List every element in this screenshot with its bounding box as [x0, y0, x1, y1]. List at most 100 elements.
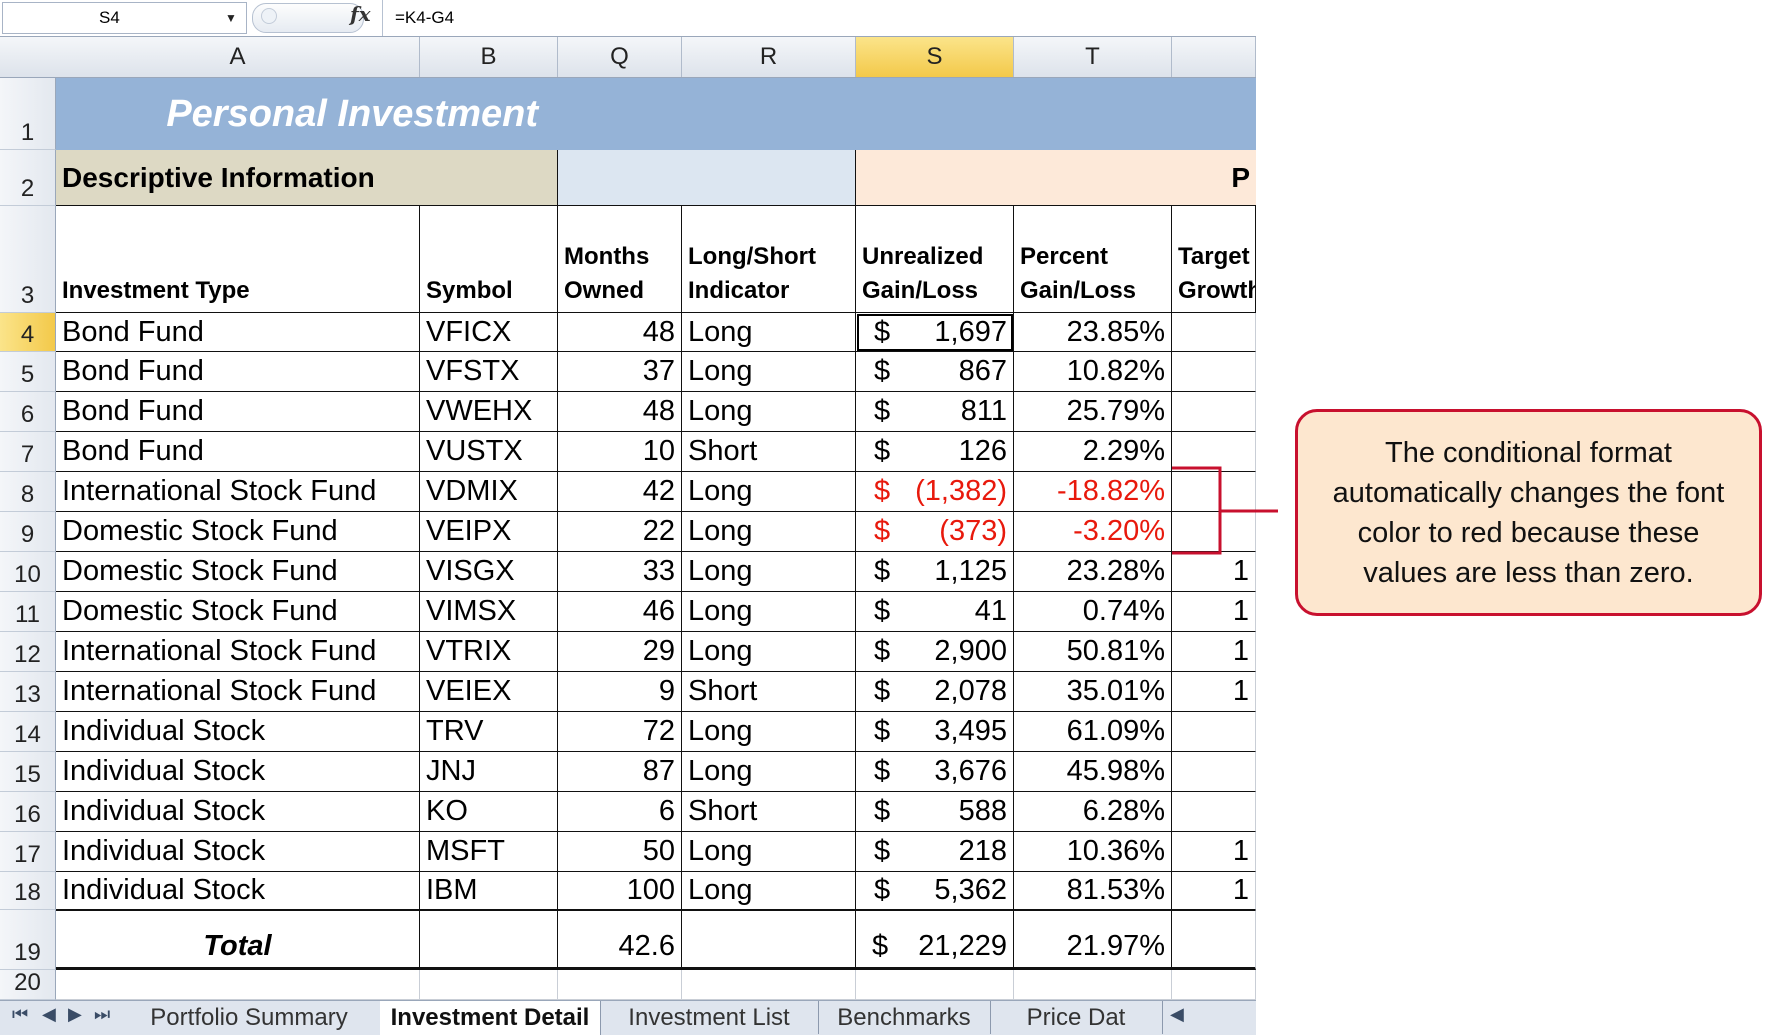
column-header-s[interactable]: S — [856, 37, 1014, 77]
row-header-4[interactable]: 4 — [0, 313, 56, 352]
cell-symbol[interactable]: VEIEX — [420, 672, 558, 712]
column-header-r[interactable]: R — [682, 37, 856, 77]
cell-target-growth[interactable] — [1172, 313, 1256, 352]
cell-months-owned[interactable]: 10 — [558, 432, 682, 472]
cell-target-growth[interactable] — [1172, 432, 1256, 472]
cell-percent-gain[interactable]: 2.29% — [1014, 432, 1172, 472]
cell-months-owned[interactable]: 48 — [558, 313, 682, 352]
cell-percent-gain[interactable]: -18.82% — [1014, 472, 1172, 512]
total-symbol[interactable] — [420, 910, 558, 970]
cell-symbol[interactable]: MSFT — [420, 832, 558, 872]
cell-months-owned[interactable]: 37 — [558, 352, 682, 392]
cell-symbol[interactable]: JNJ — [420, 752, 558, 792]
chevron-down-icon[interactable]: ▼ — [225, 11, 237, 25]
cell-investment-type[interactable]: Individual Stock — [56, 792, 420, 832]
cell-percent-gain[interactable]: -3.20% — [1014, 512, 1172, 552]
row-header-20[interactable]: 20 — [0, 969, 56, 1000]
cell-indicator[interactable]: Short — [682, 432, 856, 472]
column-header-u[interactable] — [1172, 37, 1256, 77]
row-header-14[interactable]: 14 — [0, 712, 56, 752]
cell-months-owned[interactable]: 50 — [558, 832, 682, 872]
total-indicator[interactable] — [682, 910, 856, 970]
formula-bar-resize-handle[interactable] — [252, 3, 364, 33]
cell-percent-gain[interactable]: 10.82% — [1014, 352, 1172, 392]
header-percent-gain-loss[interactable]: Percent Gain/Loss — [1014, 206, 1172, 313]
empty-cell[interactable] — [558, 970, 682, 1000]
column-header-t[interactable]: T — [1014, 37, 1172, 77]
cell-indicator[interactable]: Short — [682, 792, 856, 832]
header-long-short-indicator[interactable]: Long/Short Indicator — [682, 206, 856, 313]
empty-cell[interactable] — [682, 970, 856, 1000]
empty-cell[interactable] — [1014, 970, 1172, 1000]
total-unrealized-gain[interactable]: $21,229 — [856, 910, 1014, 970]
cell-symbol[interactable]: IBM — [420, 872, 558, 910]
cell-target-growth[interactable] — [1172, 472, 1256, 512]
cell-months-owned[interactable]: 42 — [558, 472, 682, 512]
cell-unrealized-gain[interactable]: $41 — [856, 592, 1014, 632]
column-header-a[interactable]: A — [56, 37, 420, 77]
cell-indicator[interactable]: Long — [682, 832, 856, 872]
total-months-owned[interactable]: 42.6 — [558, 910, 682, 970]
cell-investment-type[interactable]: Individual Stock — [56, 712, 420, 752]
cell-target-growth[interactable] — [1172, 352, 1256, 392]
cell-unrealized-gain[interactable]: $2,900 — [856, 632, 1014, 672]
cell-indicator[interactable]: Long — [682, 512, 856, 552]
row-header-11[interactable]: 11 — [0, 592, 56, 632]
name-box[interactable]: S4 ▼ — [2, 2, 247, 34]
cell-percent-gain[interactable]: 0.74% — [1014, 592, 1172, 632]
cell-unrealized-gain[interactable]: $218 — [856, 832, 1014, 872]
cell-target-growth[interactable]: 1 — [1172, 672, 1256, 712]
cell-months-owned[interactable]: 29 — [558, 632, 682, 672]
header-months-owned[interactable]: Months Owned — [558, 206, 682, 313]
cell-target-growth[interactable] — [1172, 512, 1256, 552]
cell-unrealized-gain[interactable]: $588 — [856, 792, 1014, 832]
cell-months-owned[interactable]: 6 — [558, 792, 682, 832]
cell-months-owned[interactable]: 46 — [558, 592, 682, 632]
cell-percent-gain[interactable]: 6.28% — [1014, 792, 1172, 832]
cell-investment-type[interactable]: Bond Fund — [56, 432, 420, 472]
cell-symbol[interactable]: TRV — [420, 712, 558, 752]
cell-target-growth[interactable] — [1172, 392, 1256, 432]
cell-target-growth[interactable]: 1 — [1172, 552, 1256, 592]
cell-indicator[interactable]: Long — [682, 552, 856, 592]
empty-cell[interactable] — [56, 970, 420, 1000]
cell-percent-gain[interactable]: 50.81% — [1014, 632, 1172, 672]
cell-percent-gain[interactable]: 61.09% — [1014, 712, 1172, 752]
cell-unrealized-gain[interactable]: $3,676 — [856, 752, 1014, 792]
row-header-19[interactable]: 19 — [0, 910, 56, 970]
cell-months-owned[interactable]: 72 — [558, 712, 682, 752]
formula-input[interactable]: =K4-G4 — [382, 0, 1255, 36]
row-header-6[interactable]: 6 — [0, 392, 56, 432]
cell-investment-type[interactable]: Bond Fund — [56, 392, 420, 432]
row-header-8[interactable]: 8 — [0, 472, 56, 512]
cell-months-owned[interactable]: 33 — [558, 552, 682, 592]
cell-target-growth[interactable]: 1 — [1172, 832, 1256, 872]
empty-cell[interactable] — [420, 970, 558, 1000]
total-percent-gain[interactable]: 21.97% — [1014, 910, 1172, 970]
descriptive-section-header[interactable]: Descriptive Information — [56, 150, 558, 206]
sheet-title[interactable]: Personal Investment — [166, 92, 538, 135]
cell-investment-type[interactable]: International Stock Fund — [56, 632, 420, 672]
column-header-q[interactable]: Q — [558, 37, 682, 77]
row-header-2[interactable]: 2 — [0, 150, 56, 206]
sheet-tab-benchmarks[interactable]: Benchmarks — [818, 1001, 991, 1034]
cell-unrealized-gain[interactable]: $1,697 — [856, 313, 1014, 352]
cell-indicator[interactable]: Long — [682, 352, 856, 392]
cell-investment-type[interactable]: Domestic Stock Fund — [56, 592, 420, 632]
row-header-10[interactable]: 10 — [0, 552, 56, 592]
row-header-13[interactable]: 13 — [0, 672, 56, 712]
cell-symbol[interactable]: VFICX — [420, 313, 558, 352]
cell-percent-gain[interactable]: 25.79% — [1014, 392, 1172, 432]
cell-indicator[interactable]: Long — [682, 712, 856, 752]
performance-section-header[interactable]: P — [856, 150, 1256, 206]
row-header-16[interactable]: 16 — [0, 792, 56, 832]
cell-symbol[interactable]: VIMSX — [420, 592, 558, 632]
cell-months-owned[interactable]: 9 — [558, 672, 682, 712]
total-label[interactable]: Total — [56, 910, 420, 970]
insert-function-icon[interactable]: fx — [350, 2, 371, 26]
cell-unrealized-gain[interactable]: $2,078 — [856, 672, 1014, 712]
previous-sheet-icon[interactable]: ◀ — [42, 1004, 56, 1024]
cell-percent-gain[interactable]: 45.98% — [1014, 752, 1172, 792]
cell-unrealized-gain[interactable]: $3,495 — [856, 712, 1014, 752]
cell-target-growth[interactable]: 1 — [1172, 632, 1256, 672]
